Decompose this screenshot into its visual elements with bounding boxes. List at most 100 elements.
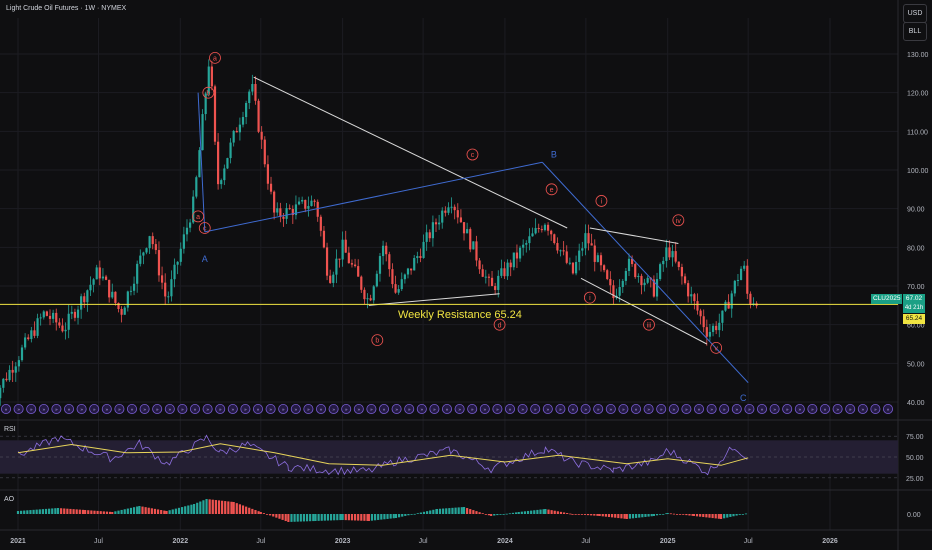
event-icon (580, 403, 591, 414)
wave-label: A (202, 254, 208, 264)
event-icon (467, 403, 478, 414)
ao-bar (438, 508, 442, 514)
candle-body (117, 302, 120, 309)
event-icon-glyph: » (295, 407, 298, 412)
ao-bar (192, 504, 196, 514)
candle-body (425, 232, 428, 242)
ao-bar (392, 514, 395, 519)
ao-bar (559, 511, 563, 514)
event-icon-glyph: » (30, 407, 33, 412)
candle-body (335, 258, 338, 275)
event-icon-glyph: » (219, 407, 222, 412)
candle-body (226, 158, 229, 169)
candle-body (338, 258, 341, 260)
candle-body (45, 311, 49, 316)
ao-bar (496, 514, 499, 516)
trendline (368, 293, 500, 306)
wave-label: b (206, 90, 210, 97)
ao-bar (165, 511, 168, 514)
candle-body (556, 243, 559, 251)
candle-body (602, 265, 606, 271)
candle-body (73, 311, 77, 318)
event-icon-glyph: » (143, 407, 146, 412)
event-icon (303, 403, 314, 414)
candle-body (662, 260, 665, 265)
candle-body (727, 301, 730, 309)
ao-bar (251, 508, 254, 514)
ao-bar (669, 513, 672, 515)
candle-body (394, 284, 397, 293)
event-icon (643, 403, 654, 414)
event-icon (76, 403, 87, 414)
event-icon-glyph: » (786, 407, 789, 412)
last-price-tag: 67.02 (903, 294, 925, 304)
ao-bar (336, 514, 339, 521)
candle-body (730, 293, 733, 309)
candle-body (24, 337, 27, 348)
x-tick-label: Jul (744, 538, 753, 545)
candle-body (325, 247, 329, 276)
chart-title: Light Crude Oil Futures · 1W · NYMEX (6, 5, 127, 12)
event-icon-glyph: » (269, 407, 272, 412)
candle-body (279, 208, 282, 217)
ao-bar (156, 509, 160, 514)
event-icon-glyph: » (320, 407, 323, 412)
wave-label: C (740, 393, 747, 403)
ao-bar (269, 514, 272, 516)
candle-body (546, 224, 550, 231)
ao-bar (314, 514, 317, 521)
candle-body (680, 267, 684, 277)
unit-button[interactable]: BLL (903, 22, 927, 41)
candle-body (640, 275, 643, 286)
candle-body (565, 251, 568, 263)
candle-body (559, 250, 562, 252)
y-tick-label: 90.00 (907, 207, 925, 214)
ao-bar (404, 514, 407, 516)
ao-bar (44, 508, 48, 514)
event-icon (731, 403, 742, 414)
rsi-level-label: 75.00 (906, 434, 924, 441)
ao-bar (138, 506, 141, 514)
x-tick-label: 2022 (173, 538, 189, 545)
event-icon (189, 403, 200, 414)
candle-body (711, 325, 715, 332)
candle-body (80, 296, 83, 310)
ao-bar (544, 509, 547, 514)
candle-body (506, 262, 509, 277)
ao-bar (530, 510, 533, 514)
candle-body (241, 117, 245, 125)
ao-bar (511, 512, 515, 514)
event-icon-glyph: » (849, 407, 852, 412)
ao-bar (688, 514, 691, 516)
ao-bar (20, 510, 23, 514)
ao-bar (732, 514, 735, 517)
event-icon (744, 403, 755, 414)
ao-bar (726, 514, 729, 518)
candle-body (322, 230, 326, 248)
currency-button[interactable]: USD (903, 4, 927, 23)
ao-bar (48, 508, 51, 514)
ao-bar (312, 514, 315, 522)
candle-body (11, 369, 14, 373)
ao-bar (275, 514, 278, 518)
ao-bar (644, 514, 647, 517)
candle-body (721, 310, 724, 323)
resistance-price-tag: 65.24 (903, 314, 925, 324)
ao-bar (84, 510, 87, 514)
ao-bar (580, 514, 583, 515)
rsi-level-label: 50.00 (906, 455, 924, 462)
candle-body (176, 261, 179, 265)
candle-body (297, 201, 301, 205)
countdown-tag: 4d 21h (903, 304, 925, 313)
trendline (589, 227, 679, 244)
event-icon (164, 403, 175, 414)
event-icon (51, 403, 62, 414)
event-icon-glyph: » (232, 407, 235, 412)
candle-body (612, 285, 615, 299)
event-icon (530, 403, 541, 414)
wave-label-circle (466, 148, 479, 161)
event-icon (593, 403, 604, 414)
ao-bar (601, 514, 604, 517)
